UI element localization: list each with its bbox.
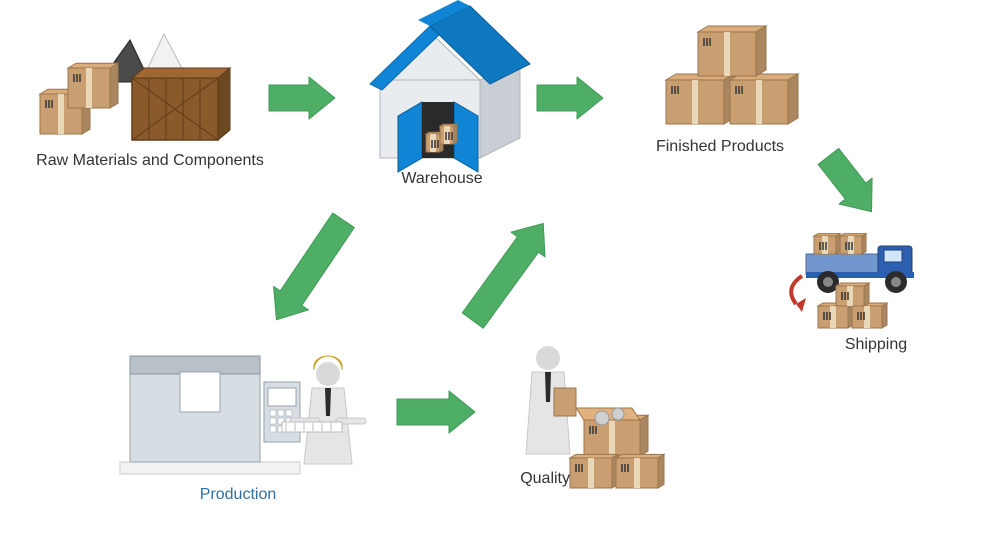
production-icon [120, 356, 366, 474]
arrow-quality-to-warehouse [456, 211, 561, 333]
diagram-canvas [0, 0, 998, 548]
production-label: Production [200, 486, 277, 504]
finished-products-label: Finished Products [656, 138, 784, 156]
finished-products-icon [666, 26, 798, 124]
quality-check-icon [526, 346, 664, 488]
shipping-label: Shipping [845, 336, 907, 354]
arrow-production-to-quality [397, 391, 475, 433]
shipping-icon [791, 234, 914, 328]
arrow-raw-to-warehouse [269, 77, 335, 119]
arrow-warehouse-to-production [259, 209, 361, 332]
arrow-finished-to-shipping [812, 143, 888, 224]
warehouse-icon [370, 0, 530, 172]
arrow-warehouse-to-finished [537, 77, 603, 119]
raw-materials-icon [40, 34, 230, 140]
warehouse-label: Warehouse [401, 170, 482, 188]
raw-materials-label: Raw Materials and Components [36, 152, 264, 170]
quality-check-label: Quality Check [520, 470, 620, 488]
